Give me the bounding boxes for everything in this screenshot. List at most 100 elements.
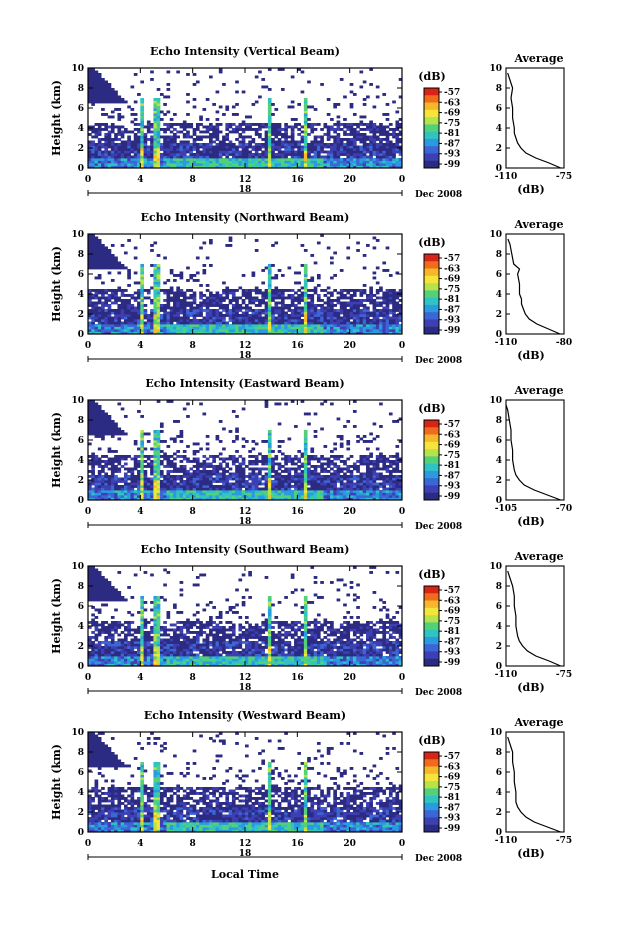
heatmap-cell [225, 153, 230, 156]
heatmap-cell [212, 311, 216, 315]
heatmap-cell [241, 153, 246, 156]
heatmap-cell [310, 160, 315, 164]
heatmap-cell [372, 299, 377, 302]
heatmap-cell [254, 128, 259, 131]
heatmap-cell [225, 138, 230, 141]
heatmap-cell [297, 316, 301, 320]
y-tick-label: 10 [71, 64, 84, 74]
heatmap-cell [114, 163, 118, 166]
heatmap-cell [310, 482, 315, 486]
heatmap-cell [392, 316, 396, 320]
heatmap-cell [195, 153, 200, 156]
heatmap-cell [166, 326, 171, 330]
heatmap-cell [280, 88, 285, 91]
heatmap-cell [117, 150, 122, 154]
heatmap-cell [156, 450, 161, 453]
heatmap-cell [166, 165, 171, 169]
heatmap-cell [277, 319, 282, 322]
heatmap-cell [140, 269, 144, 272]
heatmap-cell [241, 120, 246, 124]
heatmap-cell [182, 497, 187, 501]
heatmap-cell [143, 155, 148, 159]
heatmap-cell [277, 125, 282, 129]
heatmap-cell [231, 113, 236, 116]
heatmap-cell [205, 485, 210, 488]
heatmap-cell [313, 158, 318, 161]
heatmap-cell [241, 467, 246, 471]
heatmap-cell [107, 254, 112, 257]
heatmap-cell [248, 291, 252, 295]
heatmap-cell [287, 497, 292, 501]
heatmap-cell [107, 145, 112, 149]
heatmap-cell [133, 467, 138, 471]
heatmap-cell [117, 296, 122, 300]
heatmap-cell [313, 465, 318, 468]
heatmap-cell [284, 125, 288, 129]
heatmap-cell [290, 118, 295, 121]
heatmap-cell [127, 482, 131, 486]
heatmap-cell [153, 306, 158, 310]
heatmap-cell [349, 299, 354, 302]
heatmap-cell [349, 158, 354, 161]
heatmap-cell [186, 113, 190, 116]
heatmap-cell [101, 410, 105, 413]
heatmap-cell [107, 450, 112, 453]
heatmap-cell [267, 460, 272, 463]
heatmap-cell [254, 442, 259, 446]
colorbar-swatch [424, 319, 439, 328]
heatmap-cell [369, 324, 373, 327]
heatmap-cell [382, 314, 387, 317]
heatmap-cell [163, 103, 167, 106]
heatmap-cell [117, 329, 122, 332]
heatmap-cell [101, 455, 105, 458]
heatmap-cell [300, 455, 305, 458]
heatmap-cell [101, 256, 105, 260]
heatmap-cell [379, 158, 383, 161]
heatmap-cell [199, 291, 203, 295]
heatmap-cell [313, 480, 318, 483]
heatmap-cell [176, 311, 180, 315]
heatmap-cell [330, 155, 334, 159]
heatmap-cell [110, 244, 115, 247]
heatmap-cell [153, 135, 158, 139]
heatmap-cell [159, 306, 164, 310]
heatmap-cell [303, 485, 308, 488]
heatmap-cell [195, 442, 200, 446]
heatmap-cell [274, 482, 279, 486]
heatmap-cell [97, 256, 102, 260]
heatmap-cell [127, 331, 131, 335]
profile-x-tick-label: -75 [556, 172, 572, 182]
heatmap-cell [182, 480, 187, 483]
heatmap-cell [339, 269, 344, 272]
heatmap-cell [169, 291, 174, 295]
heatmap-cell [159, 165, 164, 169]
heatmap-cell [385, 148, 390, 151]
heatmap-cell [225, 497, 230, 501]
heatmap-cell [366, 138, 370, 141]
heatmap-cell [258, 492, 262, 496]
heatmap-cell [104, 90, 109, 94]
heatmap-cell [120, 407, 125, 411]
heatmap-cell [392, 155, 396, 159]
heatmap-cell [94, 477, 99, 481]
heatmap-cell [137, 482, 141, 486]
heatmap-cell [156, 133, 161, 136]
heatmap-cell [192, 452, 197, 456]
heatmap-cell [277, 440, 282, 443]
heatmap-cell [140, 281, 144, 285]
heatmap-cell [186, 143, 190, 146]
heatmap-cell [88, 311, 92, 315]
heatmap-cell [215, 487, 220, 491]
heatmap-cell [120, 314, 125, 317]
heatmap-cell [104, 465, 109, 468]
heatmap-cell [385, 296, 390, 300]
heatmap-cell [94, 241, 99, 245]
heatmap-cell [110, 477, 115, 481]
heatmap-cell [267, 291, 272, 295]
heatmap-cell [212, 477, 216, 481]
heatmap-cell [163, 113, 167, 116]
heatmap-cell [261, 316, 266, 320]
heatmap-cell [264, 497, 269, 501]
colorbar-tick-label: -87 [444, 305, 460, 315]
heatmap-cell [91, 246, 95, 250]
